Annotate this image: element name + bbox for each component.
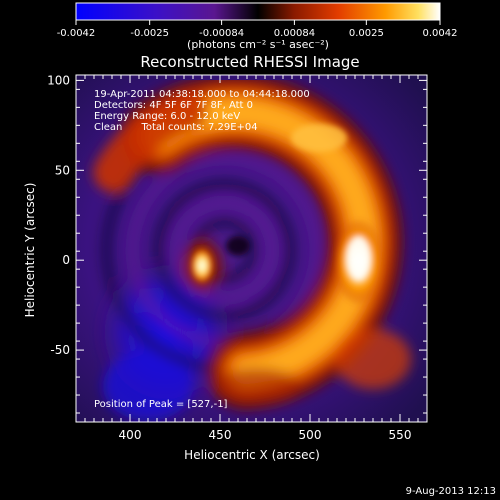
plot-frame bbox=[75, 74, 428, 423]
y-tick-label: -50 bbox=[50, 343, 70, 357]
x-tick-label: 400 bbox=[119, 428, 142, 442]
ripple-ring bbox=[154, 180, 294, 320]
colorbar-tick-label: -0.0025 bbox=[130, 28, 169, 39]
y-tick-label: 50 bbox=[55, 163, 70, 177]
chart-title: Reconstructed RHESSI Image bbox=[140, 53, 359, 71]
ripple-ring bbox=[172, 198, 276, 302]
x-tick-label: 500 bbox=[299, 428, 322, 442]
clean-counts-label: Clean Total counts: 7.29E+04 bbox=[94, 122, 258, 133]
peak-position-label: Position of Peak = [527,-1] bbox=[94, 399, 228, 410]
colorbar-tick-label: -0.00084 bbox=[199, 28, 244, 39]
detectors-label: Detectors: 4F 5F 6F 7F 8F, Att 0 bbox=[94, 100, 253, 111]
peak-core bbox=[346, 236, 371, 281]
heatmap-image bbox=[76, 75, 427, 422]
colorbar-tick-label: 0.0042 bbox=[423, 28, 458, 39]
colorbar-tick-label: 0.0025 bbox=[349, 28, 384, 39]
y-tick-label: 100 bbox=[47, 73, 70, 87]
colorbar bbox=[75, 2, 441, 21]
colorbar-ticks: -0.0042 -0.0025 -0.00084 0.00084 0.0025 0.004… bbox=[57, 20, 458, 39]
axis-ticks: 400 450 500 550 -50 0 50 100 bbox=[47, 73, 427, 442]
center-dark bbox=[226, 235, 250, 256]
arc-layer bbox=[147, 99, 377, 385]
y-tick-label: 0 bbox=[62, 253, 70, 267]
time-range-label: 19-Apr-2011 04:38:18.000 to 04:44:18.000 bbox=[94, 89, 310, 100]
arc-bottom-glow bbox=[211, 368, 301, 405]
arc-extension bbox=[93, 91, 207, 193]
colorbar-units: (photons cm⁻² s⁻¹ asec⁻²) bbox=[187, 38, 329, 51]
arc-lower-glow bbox=[335, 329, 411, 390]
negative-core bbox=[103, 351, 193, 422]
x-tick-label: 450 bbox=[209, 428, 232, 442]
compact-source bbox=[189, 245, 215, 286]
arc-upper-bright bbox=[291, 123, 347, 152]
x-tick-label: 550 bbox=[389, 428, 412, 442]
footer-date: 9-Aug-2013 12:13 bbox=[406, 486, 496, 497]
colorbar-tick-label: 0.00084 bbox=[274, 28, 315, 39]
energy-range-label: Energy Range: 6.0 - 12.0 keV bbox=[94, 111, 240, 122]
colorbar-tick-label: -0.0042 bbox=[57, 28, 96, 39]
y-axis-label: Heliocentric Y (arcsec) bbox=[23, 183, 37, 318]
x-axis-label: Heliocentric X (arcsec) bbox=[184, 448, 320, 462]
